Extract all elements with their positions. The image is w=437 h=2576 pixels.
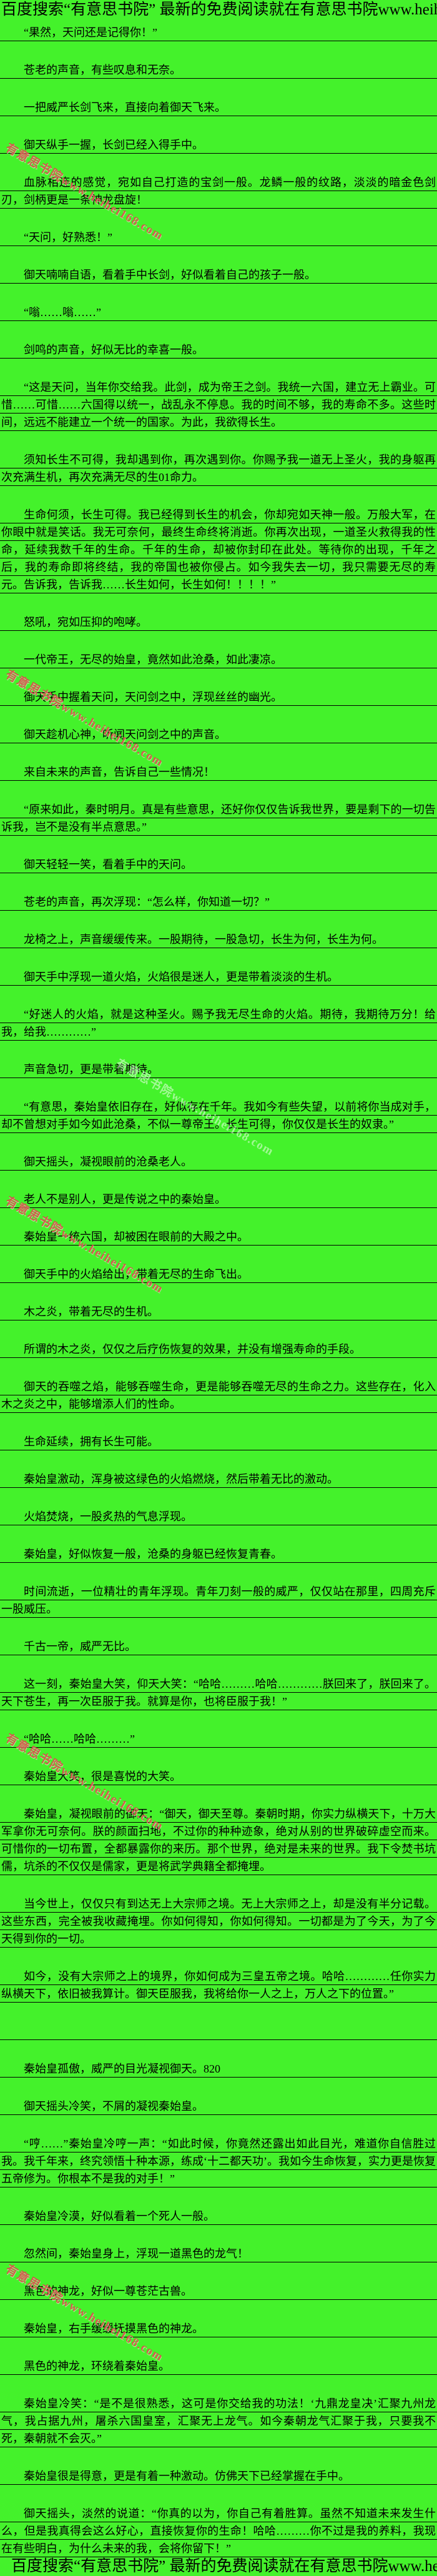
novel-paragraph: “哈哈……哈哈………”	[0, 1730, 437, 1748]
novel-paragraph: 来自未来的声音，告诉自己一些情况！	[0, 763, 437, 781]
novel-paragraph: 声音急切，更是带着期待。	[0, 1061, 437, 1078]
novel-paragraph: 血脉相连的感觉，宛如自己打造的宝剑一般。龙鳞一般的纹路，淡淡的暗金色剑刃，剑柄更…	[0, 174, 437, 209]
novel-paragraph: 秦始皇孤傲，威严的目光凝视御天。820	[0, 2060, 437, 2078]
novel-paragraph: 老人不是别人，更是传说之中的秦始皇。	[0, 1191, 437, 1208]
novel-paragraph: “嗡……嗡……”	[0, 304, 437, 321]
novel-paragraph: “好迷人的火焰，就是这种圣火。赐予我无尽生命的火焰。期待，我期待万分！给我，给我…	[0, 1006, 437, 1041]
novel-paragraph: 秦始皇，好似恢复一般，沧桑的身躯已经恢复青春。	[0, 1545, 437, 1563]
novel-paragraph: “这是天问，当年你交给我。此剑，成为帝王之剑。我统一六国，建立无上霸业。可惜………	[0, 379, 437, 431]
novel-paragraph: 如今，没有大宗师之上的境界，你如何成为三皇五帝之境。哈哈…………任你实力纵横天下…	[0, 1968, 437, 2003]
novel-paragraph: 秦始皇激动，浑身被这绿色的火焰燃烧，然后带着无比的激动。	[0, 1470, 437, 1488]
blank-underline-row	[0, 2023, 437, 2040]
novel-paragraph: 秦始皇冷笑：“是不是很熟悉，这可是你交给我的功法！‘九鼎龙皇决’汇聚九州龙气，我…	[0, 2395, 437, 2447]
novel-paragraph: 苍老的声音，有些叹息和无奈。	[0, 61, 437, 79]
novel-paragraph: 御天的吞噬之焰，能够吞噬生命，更是能够吞噬无尽的生命之力。这些存在，化入木之炎之…	[0, 1378, 437, 1413]
novel-paragraph: 御天摇头，淡然的说道：“你真的以为，你自己有着胜算。虽然不知道未来发生什么，但是…	[0, 2505, 437, 2557]
novel-paragraph: 御天手中浮现一道火焰，火焰很是迷人，更是带着淡淡的生机。	[0, 968, 437, 986]
novel-paragraph: 御天手中的火焰给出，带着无尽的生命飞出。	[0, 1266, 437, 1283]
novel-paragraph: 龙椅之上，声音缓缓传来。一股期待，一股急切，长生为何，长生为何。	[0, 931, 437, 948]
novel-paragraph: 御天纵手一握，长剑已经入得手中。	[0, 136, 437, 154]
novel-paragraph: 秦始皇，右手缓缓抚摸黑色的神龙。	[0, 2320, 437, 2337]
chapter-body-text: “果然，天问还是记得你！” 苍老的声音，有些叹息和无奈。 一把威严长剑飞来，直接向着…	[0, 20, 437, 2557]
novel-paragraph: “果然，天问还是记得你！”	[0, 24, 437, 41]
novel-paragraph: 千古一帝，威严无比。	[0, 1638, 437, 1655]
novel-paragraph: 秦始皇冷漠，好似看着一个死人一般。	[0, 2207, 437, 2225]
site-promo-banner-bottom: 百度搜索“有意思书院” 最新的免费阅读就在有意思书院www.heihei168.…	[11, 2558, 437, 2575]
novel-paragraph: 木之炎，带着无尽的生机。	[0, 1303, 437, 1320]
novel-paragraph: 御天轻轻一笑，看着手中的天问。	[0, 856, 437, 873]
novel-paragraph: 生命延续，拥有长生可能。	[0, 1433, 437, 1450]
novel-paragraph: “有意思，秦始皇依旧存在，好似存在千年。我如今有些失望，以前将你当成对手，却不曾…	[0, 1098, 437, 1133]
novel-paragraph: “原来如此，秦时明月。真是有些意思，还好你仅仅告诉我世界，要是剩下的一切告诉我，…	[0, 801, 437, 836]
novel-paragraph: 苍老的声音，再次浮现：“怎么样，你知道一切？”	[0, 893, 437, 911]
novel-paragraph: 御天喃喃自语，看着手中长剑，好似看着自己的孩子一般。	[0, 266, 437, 284]
novel-paragraph: 忽然间，秦始皇身上，浮现一道黑色的龙气！	[0, 2245, 437, 2262]
novel-paragraph: 御天摇头，凝视眼前的沧桑老人。	[0, 1153, 437, 1171]
novel-paragraph: 秦始皇很是得意，更是有着一种激动。仿佛天下已经掌握在手中。	[0, 2467, 437, 2485]
novel-paragraph: 火焰焚烧，一股炙热的气息浮现。	[0, 1508, 437, 1525]
novel-paragraph: 当今世上，仅仅只有到达无上大宗师之境。无上大宗师之上，却是没有半分记载。这些东西…	[0, 1895, 437, 1948]
novel-paragraph: “天问，好熟悉！”	[0, 229, 437, 246]
novel-paragraph: “哼……”秦始皇冷哼一声：“如此时候，你竟然还露出如此目光，难道你自信胜过我。我…	[0, 2135, 437, 2187]
novel-paragraph: 秦始皇大笑，很是喜悦的大笑。	[0, 1768, 437, 1785]
novel-paragraph: 秦始皇一统六国，却被困在眼前的大殿之中。	[0, 1228, 437, 1246]
novel-paragraph: 黑色的神龙，好似一尊苍茫古兽。	[0, 2282, 437, 2300]
novel-paragraph: 御天摇头冷笑，不屑的凝视秦始皇。	[0, 2098, 437, 2115]
novel-paragraph: 所谓的木之炎，仅仅之后疗伤恢复的效果，并没有增强寿命的手段。	[0, 1340, 437, 1358]
novel-paragraph: 御天手中握着天问，天问剑之中，浮现丝丝的幽光。	[0, 688, 437, 706]
novel-paragraph: 这一刻，秦始皇大笑，仰天大笑：“哈哈………哈哈…………朕回来了，朕回来了。天下苍…	[0, 1675, 437, 1710]
novel-paragraph: 剑鸣的声音，好似无比的幸喜一般。	[0, 341, 437, 359]
novel-paragraph: 须知长生不可得，我却遇到你，再次遇到你。你赐予我一道无上圣火，我的身躯再次充满生…	[0, 451, 437, 486]
novel-paragraph: 一代帝王，无尽的始皇，竟然如此沧桑，如此凄凉。	[0, 651, 437, 668]
site-promo-banner-top: 百度搜索“有意思书院” 最新的免费阅读就在有意思书院www.heihei168.…	[1, 1, 437, 18]
novel-paragraph: 怒吼，宛如压抑的咆哮。	[0, 613, 437, 631]
novel-paragraph: 御天趁机心神，听闻天问剑之中的声音。	[0, 726, 437, 743]
novel-paragraph: 时间流逝，一位精壮的青年浮现。青年刀刻一般的威严，仅仅站在那里，四周充斥一股威压…	[0, 1583, 437, 1618]
novel-paragraph: 一把威严长剑飞来，直接向着御天飞来。	[0, 99, 437, 116]
novel-paragraph: 秦始皇，凝视眼前的御天：“御天，御天至尊。秦朝时期，你实力纵横天下，十万大军拿你…	[0, 1805, 437, 1875]
novel-paragraph: 黑色的神龙，环绕着秦始皇。	[0, 2357, 437, 2375]
novel-paragraph: 生命何须，长生可得。我已经得到长生的机会，你却宛如天神一般。万般大军，在你眼中就…	[0, 506, 437, 593]
